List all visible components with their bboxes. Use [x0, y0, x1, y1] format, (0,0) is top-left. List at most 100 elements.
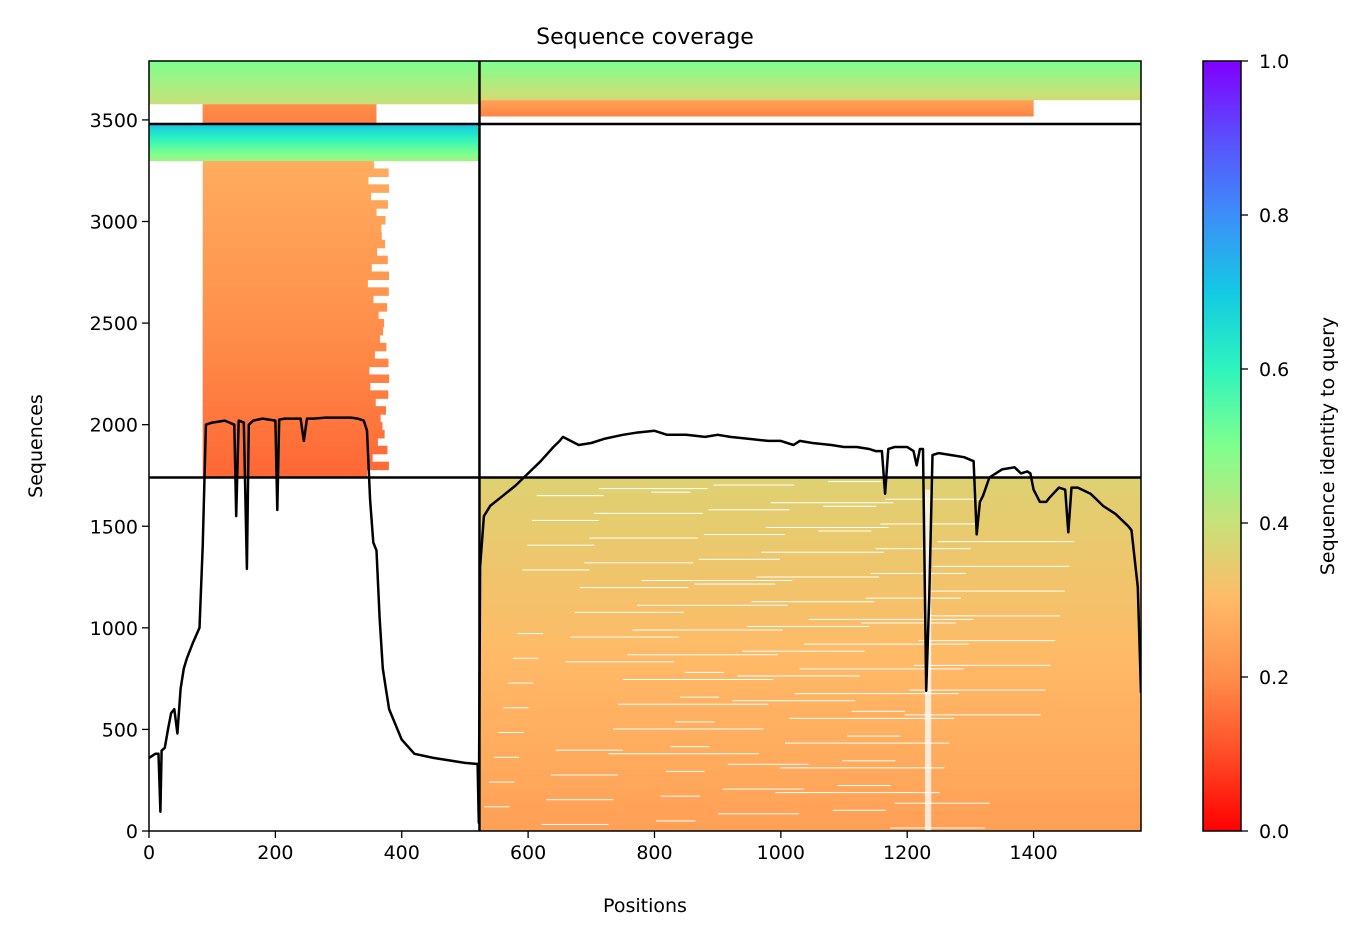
coverage-band	[479, 93, 1141, 96]
coverage-band	[149, 145, 480, 147]
coverage-band	[149, 151, 480, 153]
coverage-band	[149, 90, 480, 93]
coverage-band	[149, 80, 480, 82]
gap-streak	[641, 580, 793, 582]
colorbar-ticks: 0.0 0.2 0.4 0.6 0.8 1.0	[1241, 51, 1289, 843]
coverage-band	[202, 216, 386, 225]
coverage-band	[479, 63, 1141, 66]
gap-streak	[675, 721, 715, 723]
coverage-band	[202, 326, 384, 336]
coverage-band	[479, 795, 1141, 806]
coverage-band	[479, 94, 1141, 97]
gap-streak	[804, 643, 969, 645]
coverage-band	[202, 176, 369, 185]
x-tick-label: 1200	[883, 842, 931, 864]
x-tick-label: 800	[636, 842, 672, 864]
gap-streak	[923, 615, 1060, 617]
colorbar: 0.0 0.2 0.4 0.6 0.8 1.0 Sequence identity to …	[1202, 51, 1339, 843]
coverage-band	[479, 70, 1141, 73]
y-tick-label: 3000	[90, 212, 138, 234]
coverage-band	[479, 61, 1141, 64]
coverage-band	[202, 366, 370, 376]
coverage-band	[202, 461, 389, 471]
coverage-band	[149, 125, 480, 128]
coverage-band	[202, 231, 382, 241]
coverage-band	[149, 156, 480, 159]
coverage-band	[479, 574, 1141, 585]
gap-streak	[546, 799, 614, 801]
coverage-band	[479, 75, 1141, 78]
coverage-band	[479, 565, 1141, 576]
coverage-band	[479, 530, 1141, 540]
coverage-band	[479, 716, 1141, 726]
coverage-band	[149, 141, 480, 143]
coverage-band	[479, 96, 1141, 99]
plot-area	[149, 61, 1141, 831]
y-tick-label: 0	[126, 821, 138, 843]
coverage-band	[479, 85, 1141, 87]
coverage-band	[149, 146, 480, 149]
gap-streak	[541, 823, 609, 825]
gap-streak	[794, 693, 959, 695]
coverage-band	[149, 158, 480, 161]
gap-streak	[789, 717, 955, 719]
coverage-band	[479, 769, 1141, 779]
coverage-band	[149, 137, 480, 140]
coverage-band	[479, 77, 1141, 79]
gap-streak	[679, 696, 720, 698]
coverage-band	[149, 79, 480, 81]
coverage-band	[479, 486, 1141, 496]
coverage-band	[479, 742, 1141, 753]
coverage-band	[149, 91, 480, 94]
gap-streak	[861, 622, 957, 624]
coverage-band	[149, 94, 480, 96]
x-tick-label: 1000	[757, 842, 805, 864]
coverage-band	[479, 97, 1141, 100]
coverage-band	[149, 63, 480, 65]
coverage-band	[479, 512, 1141, 523]
gap-streak	[780, 767, 945, 769]
coverage-band	[149, 95, 480, 97]
gap-streak	[742, 650, 865, 652]
gap-streak	[718, 813, 800, 815]
coverage-band	[202, 358, 389, 368]
gap-streak	[531, 519, 599, 521]
gap-streak	[498, 732, 524, 734]
coverage-band	[479, 88, 1141, 91]
coverage-band	[202, 239, 386, 249]
coverage-band	[202, 390, 389, 399]
gap-streak	[937, 541, 1075, 543]
gap-streak	[703, 534, 785, 536]
coverage-band	[479, 80, 1141, 82]
gap-streak	[904, 714, 1041, 716]
coverage-band	[149, 124, 480, 127]
coverage-band	[479, 557, 1141, 567]
coverage-band	[479, 539, 1141, 549]
gap-streak	[565, 661, 675, 663]
gap-streak	[522, 569, 590, 571]
coverage-band	[479, 813, 1141, 823]
gap-streak	[727, 763, 809, 765]
coverage-band	[479, 521, 1141, 532]
coverage-band	[149, 134, 480, 136]
gap-streak	[746, 625, 870, 627]
coverage-band	[479, 65, 1141, 68]
coverage-band	[149, 138, 480, 141]
coverage-band	[479, 98, 1141, 101]
coverage-band	[149, 132, 480, 134]
coverage-band	[479, 654, 1141, 664]
y-axis-label: Sequences	[25, 394, 47, 498]
coverage-band	[149, 126, 480, 129]
gap-streak	[761, 551, 884, 553]
coverage-band	[149, 64, 480, 66]
gap-streak	[847, 735, 901, 737]
coverage-band	[149, 66, 480, 68]
gap-streak	[894, 802, 990, 804]
coverage-band	[479, 601, 1141, 611]
colorbar-tick-label: 0.8	[1259, 205, 1289, 227]
coverage-band	[149, 136, 480, 139]
coverage-band	[149, 150, 480, 153]
gap-streak	[756, 576, 879, 578]
coverage-band	[202, 223, 382, 233]
coverage-band	[202, 350, 375, 360]
